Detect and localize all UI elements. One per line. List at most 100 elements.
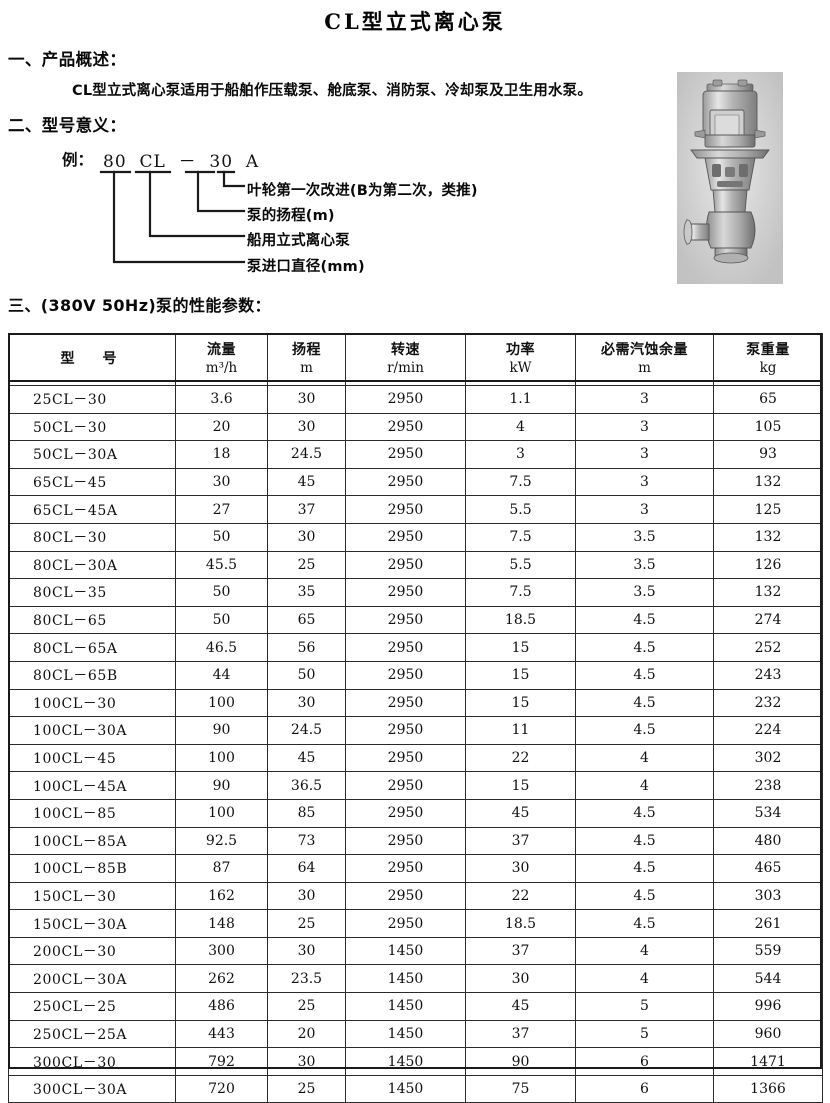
- cell-model: 80CL－65: [8, 605, 176, 635]
- cell-npsh: 4.5: [575, 854, 714, 883]
- cell-power: 90: [465, 1047, 576, 1076]
- cell-npsh: 4: [575, 771, 714, 800]
- cell-npsh: 3: [575, 467, 714, 497]
- cell-speed: 1450: [345, 992, 466, 1021]
- model-code-label-head: 泵的扬程(m): [247, 208, 335, 224]
- cell-weight: 132: [713, 578, 823, 607]
- cell-speed: 1450: [345, 1047, 466, 1076]
- column-header-head-unit: m: [300, 360, 313, 377]
- cell-power: 11: [465, 716, 576, 745]
- cell-power: 4: [465, 412, 576, 442]
- column-header-speed-label: 转速: [391, 341, 420, 358]
- cell-flow: 87: [175, 854, 268, 883]
- cell-speed: 2950: [345, 550, 466, 580]
- model-code-example-prefix: 例：: [62, 151, 94, 169]
- column-header-weight-unit: kg: [759, 360, 777, 377]
- cell-power: 3: [465, 440, 576, 469]
- cell-head: 30: [267, 412, 346, 442]
- cell-npsh: 3.5: [575, 550, 714, 580]
- cell-head: 36.5: [267, 771, 346, 800]
- cell-npsh: 5: [575, 992, 714, 1021]
- cell-model: 100CL－30A: [8, 716, 176, 745]
- cell-speed: 2950: [345, 771, 466, 800]
- cell-weight: 125: [713, 495, 823, 524]
- cell-speed: 2950: [345, 743, 466, 773]
- cell-head: 20: [267, 1019, 346, 1049]
- cell-power: 22: [465, 743, 576, 773]
- cell-weight: 261: [713, 909, 823, 938]
- cell-npsh: 5: [575, 1019, 714, 1049]
- cell-speed: 2950: [345, 495, 466, 524]
- cell-speed: 2950: [345, 881, 466, 911]
- table-row: 250CL－25 486 25 1450 45 5 996: [8, 992, 823, 1021]
- column-header-npsh: 必需汽蚀余量 m: [575, 333, 714, 386]
- cell-power: 37: [465, 936, 576, 966]
- cell-weight: 252: [713, 633, 823, 662]
- cell-model: 100CL－30: [8, 688, 176, 718]
- cell-model: 80CL－65B: [8, 660, 176, 690]
- cell-weight: 534: [713, 798, 823, 828]
- column-header-npsh-label: 必需汽蚀余量: [601, 341, 688, 358]
- table-row: 80CL－35 50 35 2950 7.5 3.5 132: [8, 578, 823, 607]
- column-header-flow-label: 流量: [207, 341, 236, 358]
- cell-weight: 93: [713, 440, 823, 469]
- cell-weight: 243: [713, 660, 823, 690]
- cell-speed: 2950: [345, 385, 466, 414]
- table-row: 25CL－30 3.6 30 2950 1.1 3 65: [8, 385, 823, 414]
- column-header-head-label: 扬程: [292, 341, 321, 358]
- table-row: 65CL－45A 27 37 2950 5.5 3 125: [8, 495, 823, 524]
- cell-flow: 50: [175, 578, 268, 607]
- cell-power: 75: [465, 1074, 576, 1103]
- cell-model: 80CL－65A: [8, 633, 176, 662]
- table-row: 50CL－30A 18 24.5 2950 3 3 93: [8, 440, 823, 469]
- column-header-speed: 转速 r/min: [345, 333, 466, 386]
- table-row: 100CL－30 100 30 2950 15 4.5 232: [8, 688, 823, 718]
- table-row: 150CL－30A 148 25 2950 18.5 4.5 261: [8, 909, 823, 938]
- model-code-part-inlet: 80: [103, 152, 127, 172]
- cell-flow: 92.5: [175, 826, 268, 856]
- cell-npsh: 3.5: [575, 578, 714, 607]
- pump-photo: [677, 72, 783, 284]
- cell-head: 65: [267, 605, 346, 635]
- cell-weight: 126: [713, 550, 823, 580]
- cell-model: 100CL－45: [8, 743, 176, 773]
- table-row: 300CL－30A 720 25 1450 75 6 1366: [8, 1074, 823, 1103]
- cell-head: 35: [267, 578, 346, 607]
- cell-model: 50CL－30: [8, 412, 176, 442]
- cell-flow: 262: [175, 964, 268, 994]
- cell-npsh: 4.5: [575, 909, 714, 938]
- cell-head: 24.5: [267, 440, 346, 469]
- cell-npsh: 4.5: [575, 605, 714, 635]
- cell-weight: 274: [713, 605, 823, 635]
- cell-weight: 224: [713, 716, 823, 745]
- cell-model: 100CL－85B: [8, 854, 176, 883]
- cell-model: 80CL－30A: [8, 550, 176, 580]
- table-row: 100CL－30A 90 24.5 2950 11 4.5 224: [8, 716, 823, 745]
- cell-speed: 2950: [345, 578, 466, 607]
- cell-weight: 132: [713, 522, 823, 552]
- table-row: 150CL－30 162 30 2950 22 4.5 303: [8, 881, 823, 911]
- cell-weight: 960: [713, 1019, 823, 1049]
- cell-model: 250CL－25A: [8, 1019, 176, 1049]
- table-row: 80CL－65A 46.5 56 2950 15 4.5 252: [8, 633, 823, 662]
- cell-weight: 544: [713, 964, 823, 994]
- cell-npsh: 4.5: [575, 881, 714, 911]
- cell-flow: 3.6: [175, 385, 268, 414]
- cell-flow: 18: [175, 440, 268, 469]
- cell-weight: 465: [713, 854, 823, 883]
- cell-power: 45: [465, 798, 576, 828]
- cell-speed: 2950: [345, 854, 466, 883]
- cell-npsh: 3: [575, 385, 714, 414]
- cell-speed: 2950: [345, 633, 466, 662]
- cell-head: 73: [267, 826, 346, 856]
- column-header-flow-unit: m³/h: [205, 360, 238, 377]
- cell-npsh: 6: [575, 1074, 714, 1103]
- cell-power: 15: [465, 633, 576, 662]
- model-code-part-revision: A: [245, 152, 260, 172]
- cell-power: 18.5: [465, 909, 576, 938]
- cell-speed: 2950: [345, 798, 466, 828]
- section-body-overview: CL型立式离心泵适用于船舶作压载泵、舱底泵、消防泵、冷却泵及卫生用水泵。: [72, 83, 593, 99]
- cell-speed: 2950: [345, 826, 466, 856]
- cell-weight: 105: [713, 412, 823, 442]
- cell-power: 7.5: [465, 467, 576, 497]
